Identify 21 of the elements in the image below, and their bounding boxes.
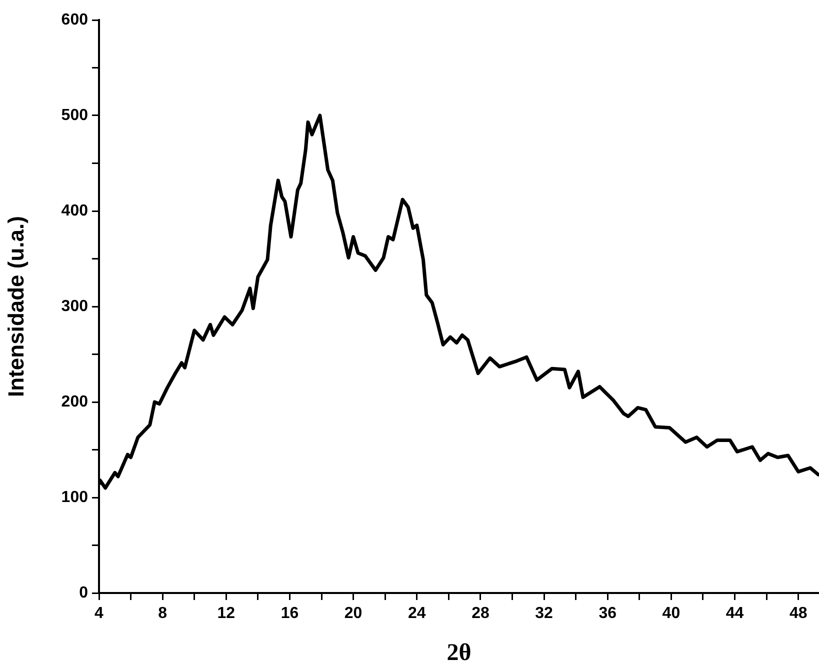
y-tick-label: 300 [61,298,88,315]
x-tick-label: 8 [158,605,168,622]
x-tick-label: 44 [726,605,744,622]
y-axis-title: Intensidade (u.a.) [3,216,28,397]
y-tick-label: 200 [61,393,88,410]
y-tick-label: 400 [61,202,88,220]
x-tick-label: 24 [408,605,426,622]
x-tick-label: 16 [280,605,299,622]
x-tick-label: 28 [472,605,490,622]
x-tick-label: 4 [94,605,104,622]
x-tick-label: 20 [344,605,362,622]
x-axis-title: 2θ [446,640,472,666]
x-tick-label: 48 [789,605,808,622]
x-tick-label: 12 [217,605,236,622]
x-tick-label: 40 [662,605,680,622]
y-tick-label: 0 [79,584,88,602]
x-tick-label: 32 [535,605,554,622]
x-tick-label: 36 [598,605,617,622]
y-tick-label: 500 [61,106,88,124]
y-tick-label: 100 [61,488,88,506]
y-tick-label: 600 [61,11,88,28]
